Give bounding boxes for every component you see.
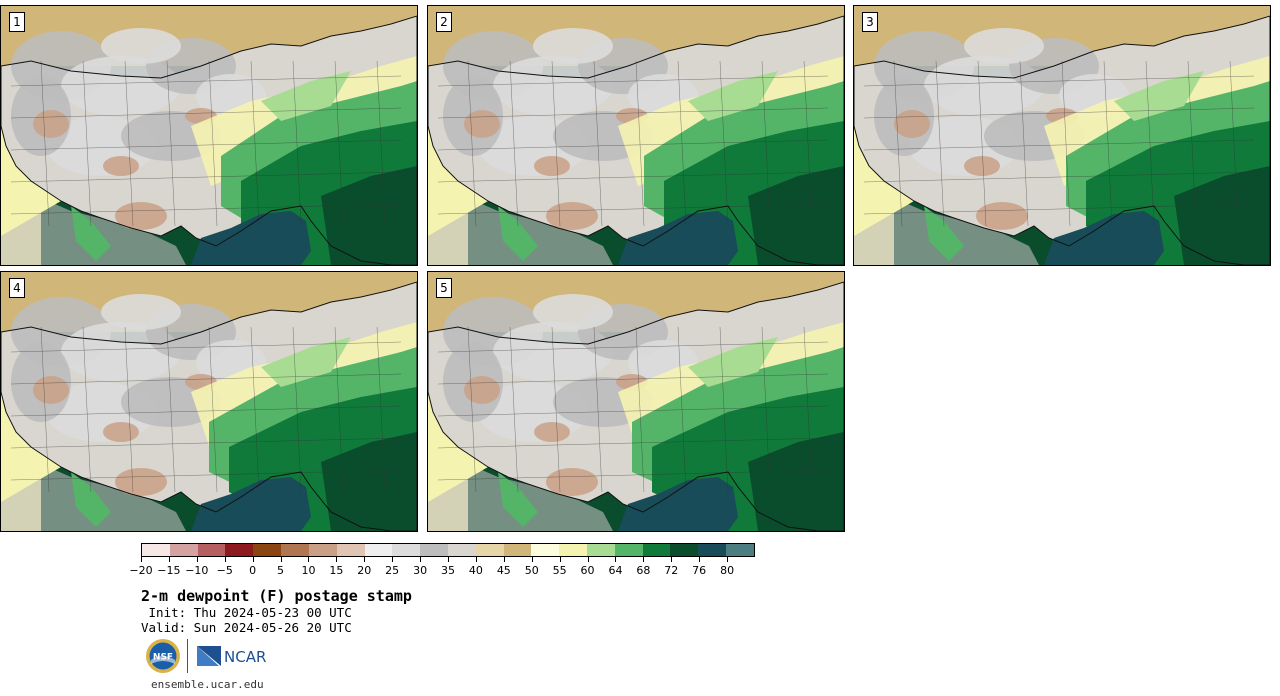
colorbar-tick: [308, 557, 310, 562]
colorbar-segment: [698, 544, 727, 556]
dewpoint-map: [428, 272, 844, 531]
colorbar-segment: [670, 544, 699, 556]
colorbar-segment: [169, 544, 198, 556]
colorbar-tick: [475, 557, 477, 562]
nsf-logo-icon: NSF: [146, 639, 180, 673]
ncar-logo-text: NCAR: [224, 648, 266, 666]
colorbar-tick: [168, 557, 170, 562]
ensemble-member-map-2: 2: [427, 5, 845, 266]
colorbar-tick-label: 20: [357, 564, 372, 577]
colorbar-segment: [253, 544, 282, 556]
colorbar-tick-label: −15: [157, 564, 181, 577]
colorbar-tick: [364, 557, 366, 562]
member-label: 1: [9, 12, 25, 32]
colorbar-tick: [252, 557, 254, 562]
colorbar-tick: [280, 557, 282, 562]
colorbar-tick-label: 15: [329, 564, 344, 577]
colorbar-segment: [225, 544, 254, 556]
init-time: Init: Thu 2024-05-23 00 UTC: [141, 605, 352, 620]
colorbar-tick: [141, 557, 142, 562]
colorbar-segment: [559, 544, 587, 556]
colorbar-segment: [614, 544, 643, 556]
colorbar-tick-label: −10: [185, 564, 209, 577]
colorbar-segment: [308, 544, 337, 556]
colorbar-segment: [336, 544, 365, 556]
colorbar-segment: [726, 544, 754, 556]
colorbar-tick: [699, 557, 701, 562]
colorbar-tick-label: 60: [580, 564, 595, 577]
logo-divider: [187, 639, 188, 673]
colorbar-tick: [392, 557, 394, 562]
member-label: 2: [436, 12, 452, 32]
colorbar-tick-label: 0: [249, 564, 257, 577]
colorbar-tick: [448, 557, 449, 562]
colorbar-tick-label: 68: [636, 564, 651, 577]
colorbar-ticks: [141, 557, 755, 563]
colorbar-tick: [587, 557, 589, 562]
colorbar-segment: [531, 544, 560, 556]
colorbar-tick-labels: −20 −15 −10 −5 0 5 10 15 20 25 30 35 40 45 50 55 60 64 68 7…: [129, 564, 755, 578]
colorbar-segment: [364, 544, 393, 556]
member-label: 4: [9, 278, 25, 298]
colorbar-tick: [420, 557, 422, 562]
colorbar-tick-label: 50: [524, 564, 539, 577]
ncar-logo-icon: NCAR: [197, 646, 266, 666]
colorbar-tick-label: 80: [720, 564, 735, 577]
colorbar-segment: [420, 544, 448, 556]
ensemble-member-map-4: 4: [0, 271, 418, 532]
colorbar-segment: [642, 544, 671, 556]
colorbar-tick-label: 64: [608, 564, 623, 577]
plot-title: 2-m dewpoint (F) postage stamp: [141, 587, 412, 605]
colorbar-segment: [197, 544, 226, 556]
colorbar-tick: [336, 557, 338, 562]
colorbar-tick-label: 25: [385, 564, 400, 577]
member-label: 3: [862, 12, 878, 32]
colorbar-segment: [281, 544, 309, 556]
colorbar-segment: [392, 544, 421, 556]
colorbar-tick-label: 76: [692, 564, 707, 577]
valid-time: Valid: Sun 2024-05-26 20 UTC: [141, 620, 352, 635]
site-url: ensemble.ucar.edu: [151, 678, 264, 691]
colorbar-tick: [727, 557, 729, 562]
colorbar-tick-label: 35: [441, 564, 455, 577]
colorbar-segment: [447, 544, 476, 556]
colorbar-tick-label: 55: [552, 564, 567, 577]
dewpoint-map: [854, 6, 1270, 265]
colorbar-tick-label: −5: [216, 564, 233, 577]
colorbar-tick: [615, 557, 617, 562]
colorbar-tick-label: −20: [129, 564, 153, 577]
colorbar-tick-label: 30: [413, 564, 428, 577]
dewpoint-map: [428, 6, 844, 265]
colorbar-segment: [475, 544, 504, 556]
colorbar-tick: [643, 557, 645, 562]
dewpoint-map: [1, 6, 417, 265]
ensemble-member-map-3: 3: [853, 5, 1271, 266]
colorbar-tick: [224, 557, 226, 562]
dewpoint-map: [1, 272, 417, 531]
colorbar-tick-label: 5: [277, 564, 285, 577]
colorbar-tick: [671, 557, 673, 562]
colorbar-tick: [531, 557, 533, 562]
colorbar-tick: [196, 557, 198, 562]
colorbar-tick-label: 72: [664, 564, 679, 577]
colorbar-tick: [559, 557, 561, 562]
colorbar-tick: [503, 557, 505, 562]
member-label: 5: [436, 278, 452, 298]
colorbar-segment: [142, 544, 170, 556]
nsf-logo-text: NSF: [153, 653, 173, 663]
colorbar-tick-label: 10: [301, 564, 316, 577]
colorbar-tick-label: 45: [496, 564, 511, 577]
colorbar-segment: [503, 544, 532, 556]
dewpoint-colorbar: [141, 543, 755, 557]
sponsor-logos: NSF NCAR: [145, 638, 285, 674]
colorbar-segment: [587, 544, 615, 556]
ensemble-member-map-5: 5: [427, 271, 845, 532]
ensemble-member-map-1: 1: [0, 5, 418, 266]
colorbar-tick-label: 40: [468, 564, 483, 577]
